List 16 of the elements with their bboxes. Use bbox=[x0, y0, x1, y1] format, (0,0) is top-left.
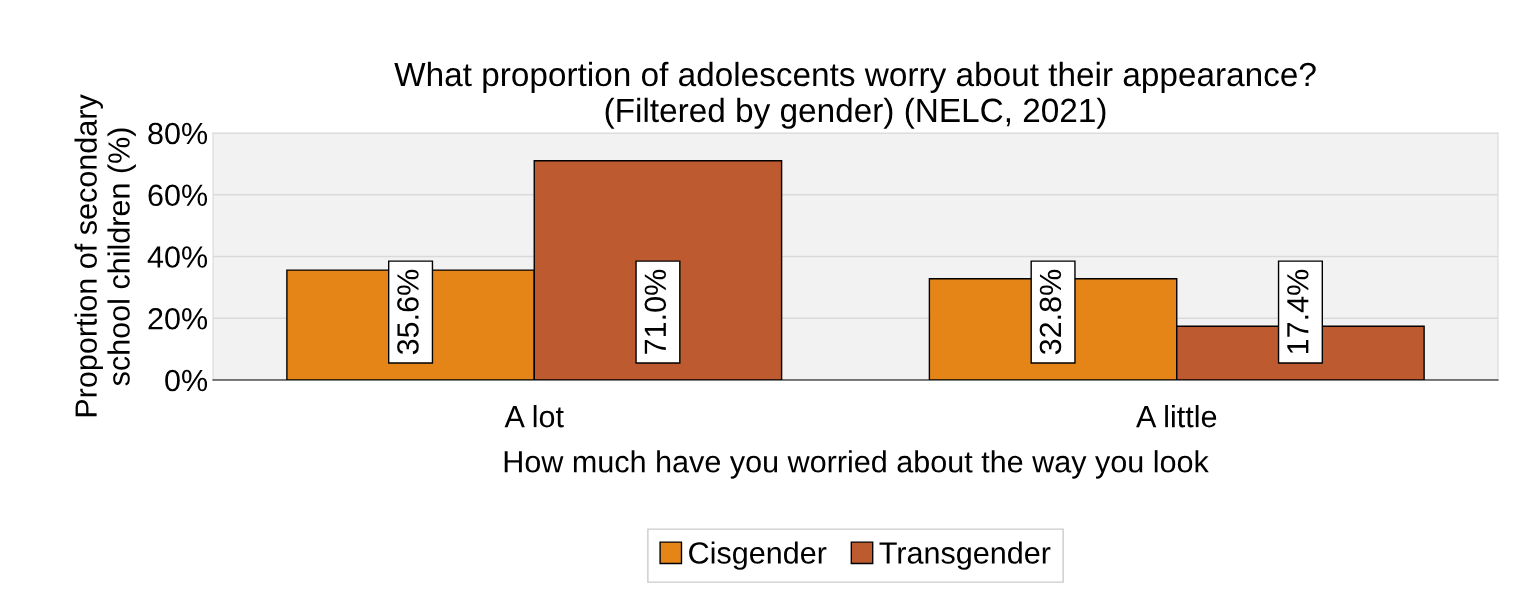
y-tick-label: 40% bbox=[147, 246, 208, 268]
data-label: 17.4% bbox=[1287, 269, 1309, 354]
data-label: 71.0% bbox=[644, 269, 667, 354]
legend-label: Cisgender bbox=[689, 541, 827, 570]
y-tick-label: 80% bbox=[148, 122, 208, 145]
y-tick-label: 60% bbox=[148, 184, 208, 207]
data-label: 32.8% bbox=[1039, 269, 1062, 355]
y-tick-label: 0% bbox=[165, 369, 208, 392]
y-axis-title: Proportion of secondary school children (%) bbox=[74, 94, 136, 417]
x-tick-label: A little bbox=[1136, 405, 1217, 428]
x-tick-label: A lot bbox=[504, 405, 564, 428]
y-tick-label: 20% bbox=[148, 307, 208, 330]
x-axis-title: How much have you worried about the way you look bbox=[504, 450, 1209, 479]
data-label: 35.6% bbox=[397, 269, 419, 355]
chart-title: What proportion of adolescents worry about their appearance? (Filtered by gender) (NELC, 2021) bbox=[394, 61, 1316, 129]
legend-label: Transgender bbox=[879, 541, 1051, 570]
